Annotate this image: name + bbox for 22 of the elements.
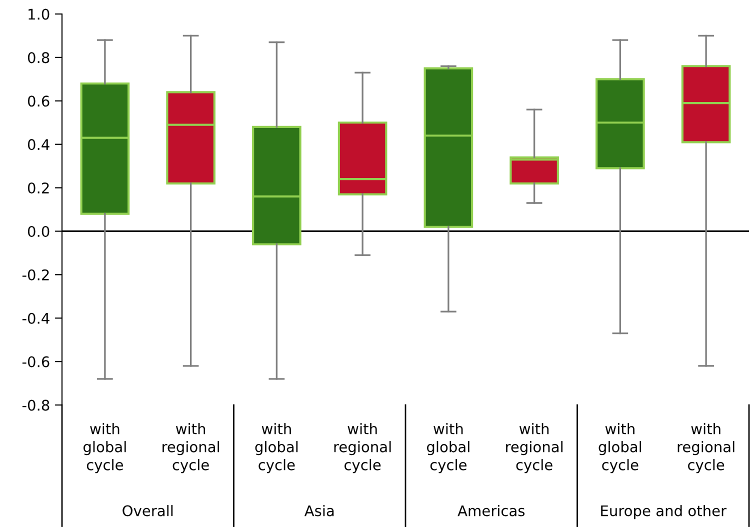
- y-tick-label: -0.2: [22, 269, 49, 280]
- text: Americas: [458, 505, 525, 516]
- x-tick-label: with global cycle: [427, 423, 470, 474]
- y-tick-label: -0.4: [22, 312, 50, 324]
- y-tick-label: -0.8: [22, 400, 50, 411]
- y-tick-label: 0.8: [28, 52, 50, 64]
- x-tick-label: with regional cycle: [506, 423, 562, 474]
- x-tick-label: with global cycle: [84, 423, 126, 474]
- text: Asia: [304, 505, 334, 516]
- x-tick-label: with global cycle: [255, 423, 298, 474]
- text: Overall: [122, 505, 173, 516]
- y-tick-label: -0.6: [22, 356, 50, 368]
- y-tick-label: 0.4: [28, 139, 50, 150]
- y-tick-label: 1.0: [28, 8, 50, 20]
- x-tick-label: with regional cycle: [678, 423, 734, 474]
- y-tick-label: 0.2: [28, 182, 49, 194]
- text: Europe and other: [601, 505, 727, 520]
- y-tick-label: 0.0: [28, 226, 50, 237]
- x-tick-label: with regional cycle: [162, 423, 219, 474]
- x-tick-label: with regional cycle: [334, 423, 391, 474]
- y-tick-label: 0.6: [28, 96, 50, 107]
- x-tick-label: with global cycle: [598, 423, 642, 474]
